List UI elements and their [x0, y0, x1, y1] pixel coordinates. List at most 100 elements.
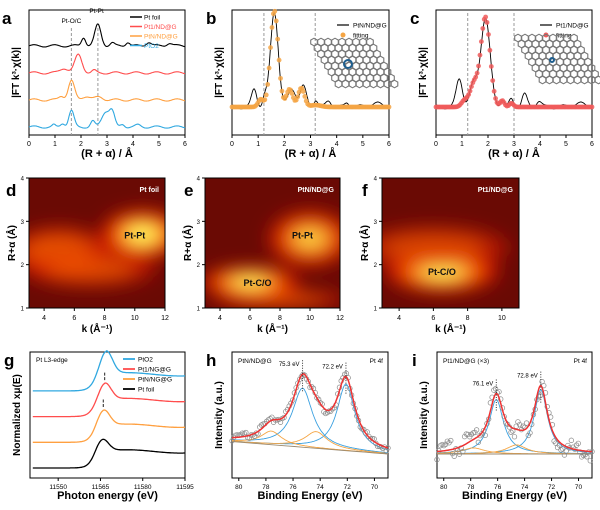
x-tick-label: 4	[335, 141, 339, 148]
legend-label: Pt1/NG@G	[138, 367, 171, 374]
x-axis-label: (R + α) / Å	[488, 147, 540, 160]
x-tick-label: 70	[371, 484, 379, 491]
data-point	[257, 424, 263, 430]
x-tick-label: 1	[53, 141, 57, 148]
data-point	[326, 408, 332, 414]
graphene-hexagon	[383, 79, 392, 89]
fit-point	[466, 92, 472, 98]
fit-point	[265, 82, 271, 87]
data-point	[451, 453, 457, 459]
legend-label: PtO2	[138, 357, 153, 364]
graphene-hexagon	[355, 79, 364, 89]
x-tick-label: 74	[317, 484, 325, 491]
region-label: Pt-Pt	[292, 230, 313, 240]
data-point	[434, 457, 440, 463]
panel-a: a 0 1 2 3 4 5 6 (R + α) / Å |FT k³·χ(k)| Pt foil Pt…	[2, 8, 187, 160]
series-line	[28, 53, 186, 75]
x-tick-label: 4	[131, 141, 135, 148]
graphene-hexagon	[545, 75, 554, 85]
series-line	[32, 350, 185, 392]
heatmap-blobs	[382, 226, 509, 292]
heatmap	[29, 178, 165, 308]
y-tick-label: 1	[374, 307, 378, 313]
data-point	[539, 379, 545, 385]
legend-label: Pt foil	[144, 15, 161, 22]
x-tick-label: 12	[336, 315, 344, 322]
x-tick-label: 72	[548, 484, 556, 491]
fit-point	[478, 39, 484, 45]
graphene-hexagon	[348, 79, 357, 89]
fit-point	[273, 18, 279, 24]
fit-point	[272, 8, 278, 14]
peak-label: 72.8 eV	[517, 374, 538, 380]
legend-label: Pt foil	[138, 387, 155, 394]
x-tick-label: 4	[538, 141, 542, 148]
data-point	[366, 433, 372, 440]
fit-point	[490, 78, 496, 83]
core-level-label: Pt 4f	[574, 358, 588, 365]
fit-point	[300, 89, 306, 94]
x-axis-label: Binding Energy (eV)	[462, 490, 567, 502]
x-tick-label: 1	[460, 141, 464, 148]
data-point	[525, 432, 531, 439]
x-tick-label: 2	[282, 141, 286, 148]
plot-frame	[28, 177, 166, 309]
data-point	[437, 442, 444, 449]
y-axis-label: |FT k³·χ(k)|	[11, 47, 22, 98]
x-tick-label: 70	[575, 484, 583, 491]
x-tick-label: 6	[590, 141, 594, 148]
y-axis-label: R+α (Å)	[181, 225, 194, 261]
heatmap	[382, 178, 519, 308]
fit-component	[232, 387, 389, 454]
y-tick-label: 2	[21, 263, 25, 269]
fit-point	[278, 75, 283, 81]
x-tick-label: 5	[564, 141, 568, 148]
x-tick-label: 6	[72, 315, 76, 322]
y-axis-label: |FT k³·χ(k)|	[214, 47, 225, 98]
graphene-hexagon	[390, 79, 399, 89]
core-level-label: Pt 4f	[370, 358, 384, 365]
legend-label: fitting	[353, 33, 369, 40]
data-point	[470, 430, 476, 436]
x-tick-label: 5	[361, 141, 365, 148]
data-point	[475, 439, 481, 445]
data-point	[554, 444, 561, 451]
data-point	[568, 437, 574, 443]
graphene-hexagon	[341, 79, 350, 89]
structure-inset-image	[514, 33, 600, 85]
x-tick-label: 2	[486, 141, 490, 148]
x-tick-label: 0	[27, 141, 31, 148]
x-tick-label: 6	[387, 141, 391, 148]
data-point	[579, 454, 585, 460]
x-axis-label: k (Å⁻¹)	[82, 322, 113, 335]
x-axis-label: (R + α) / Å	[81, 147, 133, 160]
y-tick-label: 1	[21, 307, 25, 313]
fit-component	[232, 431, 388, 454]
heatmap-hotspot	[382, 233, 485, 261]
data-point	[314, 395, 320, 401]
x-tick-label: 8	[466, 315, 470, 322]
fit-point	[491, 88, 497, 94]
pt-atom	[549, 57, 555, 63]
fit-point	[474, 70, 480, 76]
graphene-hexagon	[594, 75, 600, 85]
x-tick-label: 10	[131, 315, 139, 322]
data-point	[561, 452, 568, 458]
y-tick-label: 4	[197, 177, 201, 183]
y-tick-label: 2	[374, 263, 378, 269]
data-point	[321, 409, 327, 415]
plot-frame	[231, 351, 389, 479]
data-point	[449, 450, 456, 457]
fit-point	[493, 96, 498, 101]
x-tick-label: 3	[512, 141, 516, 148]
panel-letter: g	[4, 351, 14, 370]
fit-point	[276, 57, 282, 63]
structure-inset-image	[310, 37, 399, 89]
x-tick-label: 12	[161, 315, 169, 322]
panel-letter: f	[362, 181, 368, 200]
heatmap-hotspot	[293, 228, 327, 250]
graphene-hexagon	[362, 79, 371, 89]
